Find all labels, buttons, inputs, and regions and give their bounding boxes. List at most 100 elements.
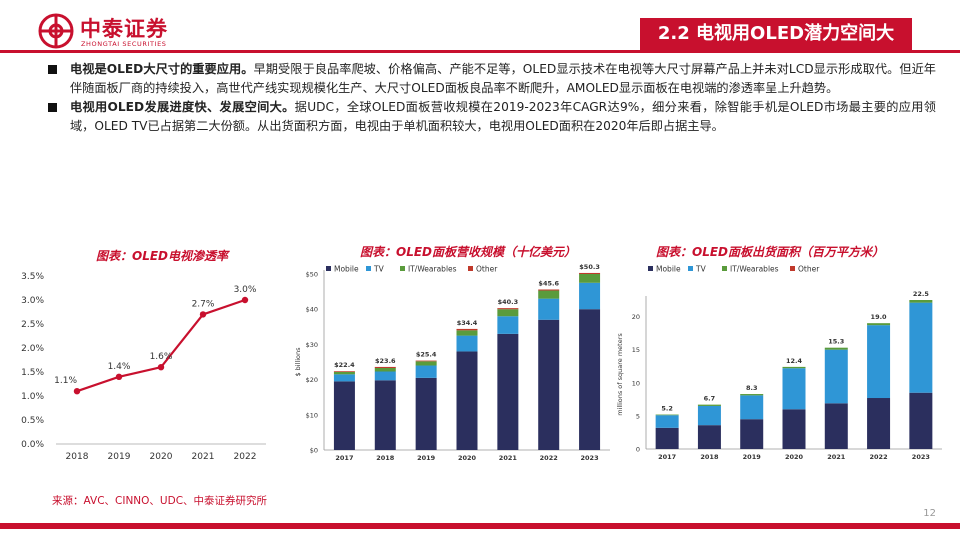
legend-swatch xyxy=(400,266,405,271)
bar-segment-tv xyxy=(909,302,933,393)
y-axis-title: millions of square meters xyxy=(616,333,624,416)
bar-segment-mobile xyxy=(655,427,679,449)
bar-total-label: $22.4 xyxy=(334,361,355,369)
legend-label: IT/Wearables xyxy=(730,265,779,274)
bar-segment-it-wearables xyxy=(740,394,764,396)
y-tick-label: 1.0% xyxy=(21,392,44,402)
bar-segment-mobile xyxy=(415,377,437,450)
bar-segment-it-wearables xyxy=(538,290,560,299)
bar-segment-mobile xyxy=(782,409,806,449)
bar-segment-mobile xyxy=(740,419,764,449)
bar-segment-tv xyxy=(456,335,478,352)
bar-total-label: 12.4 xyxy=(786,357,803,365)
bullet-square-icon xyxy=(48,65,57,74)
legend-label: Mobile xyxy=(334,265,359,274)
chart-title-area: 图表：OLED面板出货面积（百万平方米） xyxy=(656,245,885,259)
bullet-heading: 电视是OLED大尺寸的重要应用。 xyxy=(70,62,254,76)
bar-segment-tv xyxy=(655,415,679,428)
x-tick-label: 2019 xyxy=(417,454,436,462)
bar-total-label: 15.3 xyxy=(828,338,844,346)
bar-segment-mobile xyxy=(824,403,848,449)
y-tick-label: $10 xyxy=(306,411,318,419)
bar-segment-tv xyxy=(867,325,891,399)
bar-total-label: $34.4 xyxy=(457,319,478,327)
legend-swatch xyxy=(688,266,693,271)
bar-total-label: 22.5 xyxy=(913,290,930,298)
x-tick-label: 2022 xyxy=(540,454,558,462)
x-tick-label: 2018 xyxy=(700,453,719,461)
data-label: 1.6% xyxy=(150,352,173,362)
bar-segment-mobile xyxy=(333,381,355,450)
y-tick-label: $40 xyxy=(306,306,318,314)
x-tick-label: 2022 xyxy=(870,453,888,461)
x-tick-label: 2022 xyxy=(234,452,257,462)
logo-text-en: ZHONGTAI SECURITIES xyxy=(81,40,167,48)
data-point xyxy=(241,296,249,304)
section-title: 2.2 电视用OLED潜力空间大 xyxy=(640,18,912,50)
x-tick-label: 2017 xyxy=(335,454,353,462)
y-tick-label: 0.5% xyxy=(21,416,44,426)
data-point xyxy=(115,373,123,380)
data-label: 1.1% xyxy=(54,376,77,386)
bar-segment-mobile xyxy=(909,392,933,449)
bar-segment-other xyxy=(415,360,437,362)
bar-segment-it-wearables xyxy=(867,323,891,326)
company-logo: 中泰证券 ZHONGTAI SECURITIES xyxy=(38,10,178,50)
bar-segment-mobile xyxy=(374,380,396,450)
logo-mark-icon xyxy=(38,13,74,49)
logo-text-cn: 中泰证券 xyxy=(80,17,168,41)
chart-oled-shipment-area: Mobile TV IT/Wearables Other 0 5 10 15 20 million… xyxy=(616,265,942,461)
bar-segment-mobile xyxy=(497,333,519,450)
legend-label: Other xyxy=(798,265,820,274)
x-tick-label: 2020 xyxy=(785,453,804,461)
data-point xyxy=(73,388,81,395)
bar-segment-mobile xyxy=(697,425,721,449)
y-tick-label: 20 xyxy=(632,313,640,321)
bullet-square-icon xyxy=(48,103,57,112)
bar-segment-it-wearables xyxy=(579,274,601,283)
bar-total-label: $50.3 xyxy=(579,263,600,271)
bar-segment-tv xyxy=(740,395,764,420)
y-tick-label: $20 xyxy=(306,376,318,384)
data-label: 2.7% xyxy=(192,299,215,309)
legend-label: IT/Wearables xyxy=(408,265,457,274)
y-tick-label: $30 xyxy=(306,341,318,349)
bar-segment-tv xyxy=(579,282,601,310)
legend-swatch xyxy=(366,266,371,271)
bar-segment-it-wearables xyxy=(655,414,679,416)
legend-swatch xyxy=(326,266,331,271)
bar-segment-it-wearables xyxy=(374,367,396,372)
x-tick-label: 2018 xyxy=(66,452,89,462)
legend-label: Mobile xyxy=(656,265,681,274)
bar-segment-tv xyxy=(333,374,355,382)
bar-total-label: 19.0 xyxy=(871,313,888,321)
bar-total-label: 5.2 xyxy=(661,405,673,413)
x-tick-label: 2020 xyxy=(458,454,477,462)
bar-segment-mobile xyxy=(538,319,560,450)
legend-label: TV xyxy=(373,265,385,274)
bar-segment-mobile xyxy=(867,398,891,449)
x-tick-label: 2019 xyxy=(743,453,762,461)
y-tick-label: 3.5% xyxy=(21,272,44,282)
data-point xyxy=(157,364,165,371)
y-tick-label: 15 xyxy=(632,346,640,354)
bar-segment-tv xyxy=(374,371,396,381)
source-note: 来源：AVC、CINNO、UDC、中泰证券研究所 xyxy=(52,495,268,507)
x-tick-label: 2021 xyxy=(499,454,518,462)
bullet-body: 据UDC，全球OLED面板营收规模在2019-2023年CAGR达9%，细分来看… xyxy=(70,100,936,133)
y-tick-label: 3.0% xyxy=(21,296,44,306)
legend-swatch xyxy=(648,266,653,271)
header-divider xyxy=(0,50,960,53)
legend-label: Other xyxy=(476,265,498,274)
bar-segment-it-wearables xyxy=(824,347,848,350)
x-tick-label: 2020 xyxy=(150,452,173,462)
bar-segment-it-wearables xyxy=(697,404,721,406)
legend-swatch xyxy=(790,266,795,271)
x-tick-label: 2023 xyxy=(581,454,599,462)
bar-segment-other xyxy=(456,328,478,331)
y-tick-label: 0.0% xyxy=(21,440,44,450)
x-tick-label: 2021 xyxy=(192,452,215,462)
x-tick-label: 2017 xyxy=(658,453,676,461)
x-tick-label: 2018 xyxy=(376,454,395,462)
data-label: 3.0% xyxy=(234,285,257,295)
